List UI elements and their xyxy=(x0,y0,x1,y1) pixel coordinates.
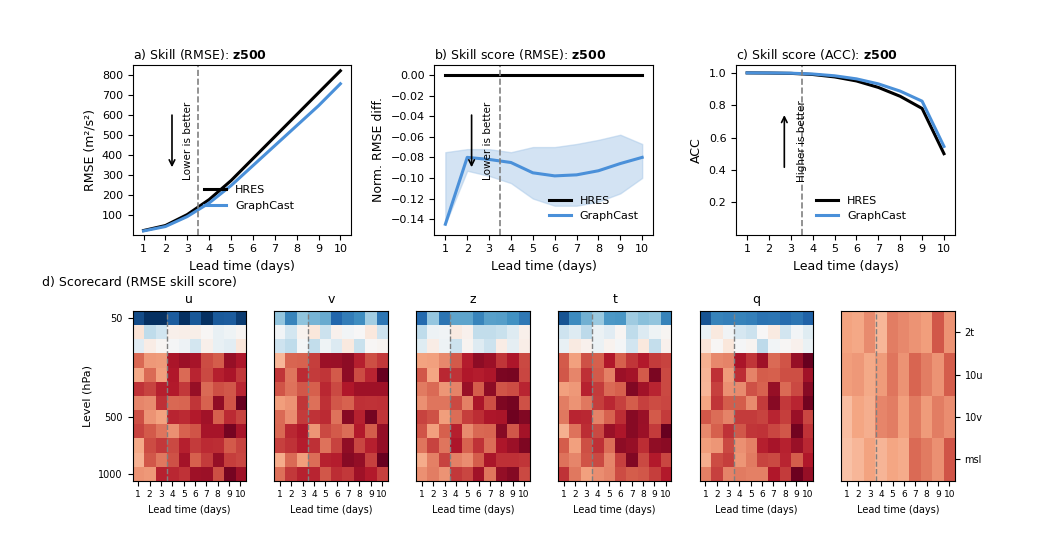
Y-axis label: ACC: ACC xyxy=(691,137,703,163)
HRES xyxy=(291,111,303,118)
GraphCast xyxy=(483,156,495,163)
HRES xyxy=(203,197,215,203)
HRES xyxy=(784,70,797,77)
X-axis label: Lead time (days): Lead time (days) xyxy=(432,505,515,515)
HRES xyxy=(570,72,582,78)
Line: HRES: HRES xyxy=(143,71,341,231)
GraphCast xyxy=(246,163,259,169)
GraphCast xyxy=(763,70,776,76)
HRES xyxy=(549,72,561,78)
GraphCast xyxy=(570,172,582,178)
GraphCast xyxy=(636,154,648,160)
HRES xyxy=(938,151,951,157)
HRES xyxy=(526,72,539,78)
GraphCast xyxy=(460,154,473,160)
Legend: HRES, GraphCast: HRES, GraphCast xyxy=(812,191,910,226)
GraphCast xyxy=(806,71,819,77)
Y-axis label: RMSE (m²/s²): RMSE (m²/s²) xyxy=(83,109,97,191)
GraphCast xyxy=(159,223,172,230)
Y-axis label: Norm. RMSE diff.: Norm. RMSE diff. xyxy=(372,97,385,202)
Legend: HRES, GraphCast: HRES, GraphCast xyxy=(199,181,298,215)
HRES xyxy=(159,222,172,229)
Line: HRES: HRES xyxy=(747,73,944,154)
Title: v: v xyxy=(328,293,335,306)
GraphCast xyxy=(850,76,863,82)
X-axis label: Lead time (days): Lead time (days) xyxy=(290,505,372,515)
GraphCast xyxy=(916,98,928,104)
Title: u: u xyxy=(186,293,193,306)
GraphCast xyxy=(893,88,906,94)
GraphCast xyxy=(268,143,281,149)
X-axis label: Lead time (days): Lead time (days) xyxy=(715,505,798,515)
HRES xyxy=(806,71,819,78)
HRES xyxy=(137,227,150,234)
GraphCast xyxy=(203,200,215,206)
GraphCast xyxy=(549,173,561,179)
Text: d) Scorecard (RMSE skill score): d) Scorecard (RMSE skill score) xyxy=(42,276,238,289)
HRES xyxy=(505,72,518,78)
Text: b) Skill score (RMSE): $\mathbf{z500}$: b) Skill score (RMSE): $\mathbf{z500}$ xyxy=(434,47,607,62)
Text: Lower is better: Lower is better xyxy=(182,102,193,180)
GraphCast xyxy=(872,80,885,87)
HRES xyxy=(916,105,928,112)
HRES xyxy=(483,72,495,78)
GraphCast xyxy=(505,159,518,166)
GraphCast xyxy=(614,160,627,167)
GraphCast xyxy=(829,72,841,79)
X-axis label: Lead time (days): Lead time (days) xyxy=(491,260,596,273)
HRES xyxy=(592,72,605,78)
GraphCast xyxy=(592,167,605,174)
X-axis label: Lead time (days): Lead time (days) xyxy=(857,505,939,515)
HRES xyxy=(334,68,347,74)
HRES xyxy=(225,177,238,184)
X-axis label: Lead time (days): Lead time (days) xyxy=(573,505,656,515)
Text: Lower is better: Lower is better xyxy=(483,102,492,180)
HRES xyxy=(614,72,627,78)
X-axis label: Lead time (days): Lead time (days) xyxy=(189,260,295,273)
HRES xyxy=(246,156,259,162)
HRES xyxy=(181,211,194,218)
GraphCast xyxy=(137,228,150,234)
Y-axis label: Level (hPa): Level (hPa) xyxy=(83,364,93,427)
Line: GraphCast: GraphCast xyxy=(747,73,944,146)
Title: q: q xyxy=(752,293,761,306)
X-axis label: Lead time (days): Lead time (days) xyxy=(149,505,230,515)
GraphCast xyxy=(526,170,539,176)
HRES xyxy=(439,72,452,78)
HRES xyxy=(850,78,863,84)
Line: GraphCast: GraphCast xyxy=(446,157,642,224)
GraphCast xyxy=(938,143,951,150)
GraphCast xyxy=(181,213,194,220)
HRES xyxy=(829,73,841,80)
X-axis label: Lead time (days): Lead time (days) xyxy=(793,260,899,273)
GraphCast xyxy=(334,80,347,87)
GraphCast xyxy=(225,183,238,189)
Legend: HRES, GraphCast: HRES, GraphCast xyxy=(544,191,643,226)
HRES xyxy=(268,133,281,140)
Text: a) Skill (RMSE): $\mathbf{z500}$: a) Skill (RMSE): $\mathbf{z500}$ xyxy=(133,47,266,62)
Text: c) Skill score (ACC): $\mathbf{z500}$: c) Skill score (ACC): $\mathbf{z500}$ xyxy=(736,47,898,62)
HRES xyxy=(872,84,885,91)
HRES xyxy=(460,72,473,78)
GraphCast xyxy=(439,221,452,227)
Title: z: z xyxy=(470,293,476,306)
GraphCast xyxy=(741,70,753,76)
HRES xyxy=(893,93,906,99)
GraphCast xyxy=(291,123,303,129)
GraphCast xyxy=(312,103,325,109)
GraphCast xyxy=(784,70,797,77)
Title: t: t xyxy=(612,293,618,306)
HRES xyxy=(636,72,648,78)
Text: Higher is better: Higher is better xyxy=(798,100,807,182)
HRES xyxy=(312,90,325,96)
Line: GraphCast: GraphCast xyxy=(143,84,341,231)
HRES xyxy=(741,70,753,76)
HRES xyxy=(763,70,776,76)
